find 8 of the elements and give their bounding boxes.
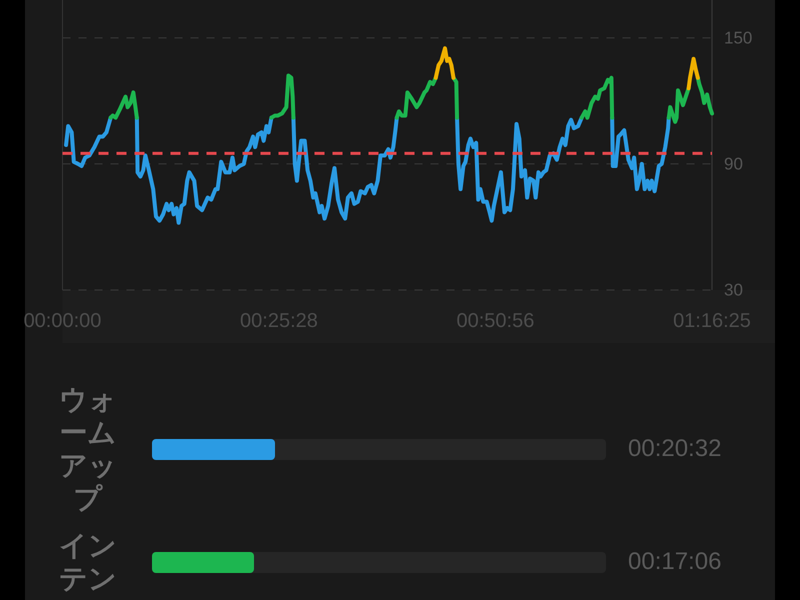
y-tick-label: 150: [724, 28, 752, 48]
y-tick-label: 90: [724, 154, 743, 174]
y-tick-label: インテン: [58, 529, 118, 595]
data-label: 00:20:32: [628, 435, 722, 463]
data-label: 00:17:06: [628, 548, 722, 576]
y-tick-label: 30: [724, 280, 743, 300]
x-tick-label: 00:00:00: [24, 310, 102, 332]
y-tick-label: ウォームアップ: [58, 383, 118, 515]
